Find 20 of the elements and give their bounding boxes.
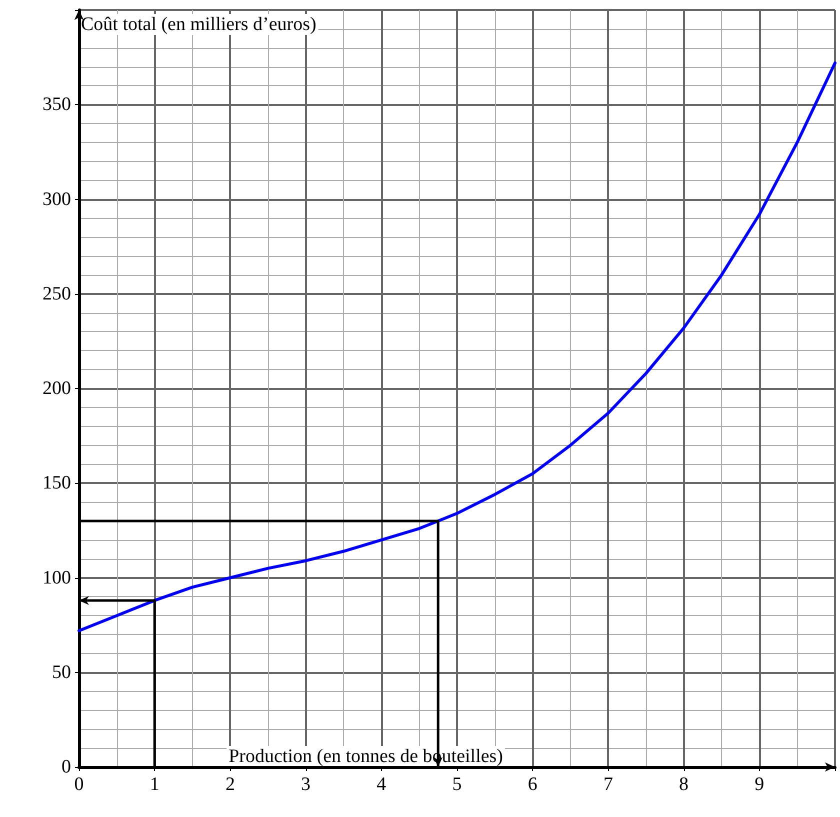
y-tick-label: 350 bbox=[42, 94, 71, 116]
x-tick-label: 6 bbox=[528, 774, 538, 795]
line-series bbox=[78, 61, 836, 632]
y-tick-label: 150 bbox=[42, 472, 71, 494]
x-tick-label: 4 bbox=[376, 774, 387, 795]
x-tick-label: 5 bbox=[452, 774, 462, 795]
x-tick-label: 7 bbox=[603, 774, 613, 795]
x-tick-label: 3 bbox=[301, 774, 311, 795]
y-tick-label: 200 bbox=[42, 378, 71, 399]
x-tick-label: 1 bbox=[150, 774, 160, 795]
x-tick-label: 8 bbox=[679, 774, 689, 795]
y-tick-label: 0 bbox=[62, 756, 71, 778]
y-tick-label: 50 bbox=[52, 662, 71, 683]
x-tick-label: 2 bbox=[225, 774, 235, 795]
x-tick-label: 9 bbox=[754, 774, 764, 795]
y-axis-title: Coût total (en milliers d’euros) bbox=[81, 14, 316, 35]
x-tick-label: 0 bbox=[74, 774, 84, 795]
y-tick-label: 300 bbox=[42, 188, 71, 210]
y-tick-label: 100 bbox=[42, 567, 71, 588]
y-tick-label: 250 bbox=[42, 283, 71, 304]
